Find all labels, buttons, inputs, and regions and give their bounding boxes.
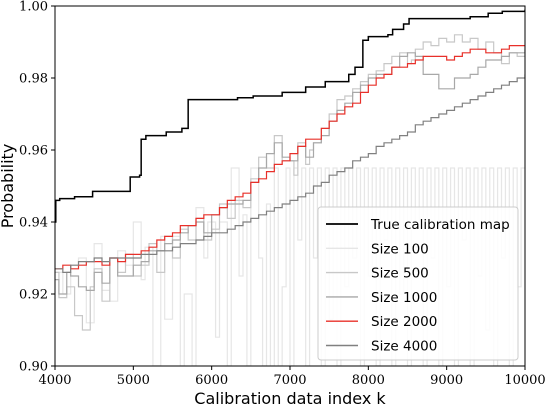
legend-label: Size 100 [371, 241, 429, 257]
legend: True calibration map Size 100 Size 500 Size… [317, 206, 519, 361]
x-tick-label: 7000 [273, 373, 306, 388]
legend-label: Size 4000 [371, 339, 437, 355]
x-tick-label: 8000 [352, 373, 385, 388]
x-tick-label: 4000 [38, 373, 71, 388]
x-tick-label: 5000 [117, 373, 150, 388]
x-axis: 4000 5000 6000 7000 8000 9000 10000 [38, 366, 545, 388]
series-line-4 [55, 45, 525, 270]
x-tick-label: 6000 [195, 373, 228, 388]
legend-label: True calibration map [370, 217, 510, 233]
y-axis-title: Probability [0, 144, 17, 229]
x-tick-label: 10000 [504, 373, 545, 388]
series-line-5 [55, 74, 525, 273]
y-tick-label: 0.92 [19, 288, 48, 303]
series-layer [55, 9, 525, 366]
y-axis: 0.90 0.92 0.94 0.96 0.98 1.00 [19, 0, 55, 375]
legend-label: Size 2000 [371, 314, 437, 330]
y-tick-label: 0.98 [19, 72, 48, 87]
y-tick-label: 0.96 [19, 144, 48, 159]
y-tick-label: 1.00 [19, 0, 48, 15]
legend-label: Size 1000 [371, 290, 437, 306]
legend-label: Size 500 [371, 266, 429, 282]
y-tick-label: 0.90 [19, 360, 48, 375]
legend-box [317, 206, 519, 361]
x-tick-label: 9000 [430, 373, 463, 388]
series-line-3 [55, 49, 525, 295]
y-tick-label: 0.94 [19, 216, 48, 231]
series-line-0 [55, 9, 525, 223]
x-axis-title: Calibration data index k [194, 389, 386, 408]
